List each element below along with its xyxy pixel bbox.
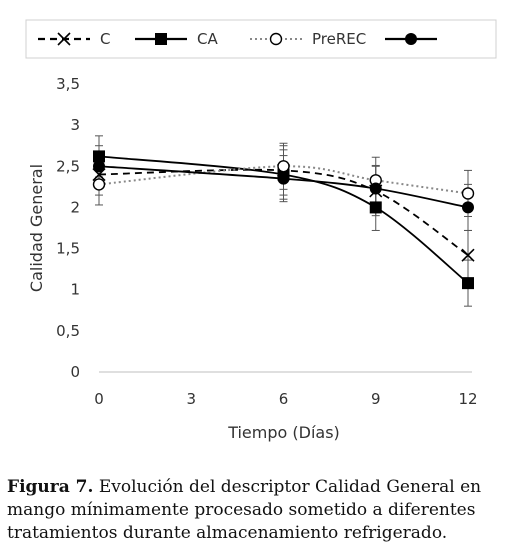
y-tick-label: 2,5 (56, 157, 80, 175)
y-tick-label: 0,5 (56, 322, 80, 340)
y-tick-label: 1 (70, 281, 80, 299)
x-axis-title: Tiempo (Días) (227, 423, 340, 442)
data-point (277, 160, 290, 173)
data-point (461, 248, 475, 262)
x-tick-label: 12 (458, 390, 477, 408)
series-line-0 (98, 168, 469, 256)
y-tick-label: 0 (70, 363, 80, 381)
y-tick-label: 3 (70, 116, 80, 134)
legend-marker-3 (405, 33, 417, 45)
chart-svg: C CA PreREC 0 0,5 1 1,5 2 2,5 3 3,5 0 3 6 9 12 Calidad… (25, 19, 497, 442)
caption-label: Figura 7. (7, 477, 94, 497)
caption-text: Evolución del descriptor Calidad General… (7, 477, 482, 543)
x-tick-label: 3 (186, 390, 196, 408)
legend-marker-0 (57, 32, 71, 46)
data-point (92, 178, 106, 191)
y-axis-title: Calidad General (27, 164, 46, 292)
series-line-3 (98, 165, 469, 209)
data-point (93, 150, 105, 163)
legend: C CA PreREC (25, 19, 497, 59)
data-point (369, 201, 382, 214)
x-tick-label: 6 (279, 390, 289, 408)
axes: 0 0,5 1 1,5 2 2,5 3 3,5 0 3 6 9 12 (56, 75, 477, 408)
data-point (277, 172, 290, 185)
data-point (462, 201, 474, 214)
data-point (462, 277, 474, 290)
legend-label-1: CA (197, 30, 218, 48)
y-tick-label: 2 (70, 198, 80, 216)
data-point (369, 182, 382, 195)
legend-label-2: PreREC (312, 30, 366, 48)
x-tick-label: 9 (371, 390, 381, 408)
x-tick-label: 0 (94, 390, 104, 408)
series-line-1 (98, 155, 469, 284)
series-lines (98, 155, 469, 284)
data-point (461, 187, 475, 200)
data-point (93, 160, 105, 173)
figure-caption: Figura 7. Evolución del descriptor Calid… (7, 476, 519, 545)
legend-label-0: C (100, 30, 110, 48)
legend-marker-2 (269, 32, 283, 46)
y-tick-label: 3,5 (56, 75, 80, 93)
legend-marker-1 (155, 33, 167, 45)
series-line-2 (98, 165, 469, 195)
y-tick-label: 1,5 (56, 240, 80, 258)
series-markers (92, 150, 475, 290)
